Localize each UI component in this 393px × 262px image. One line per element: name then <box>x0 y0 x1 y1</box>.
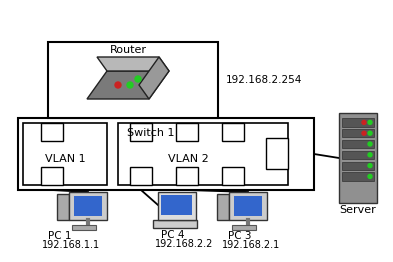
Bar <box>18 118 314 190</box>
Bar <box>342 151 374 159</box>
Circle shape <box>368 121 372 124</box>
Bar <box>176 123 198 141</box>
Bar <box>130 167 152 185</box>
Circle shape <box>368 163 372 168</box>
Bar <box>342 140 374 148</box>
Text: VLAN 2: VLAN 2 <box>168 154 208 164</box>
Text: Server: Server <box>340 205 376 215</box>
Circle shape <box>368 131 372 135</box>
Circle shape <box>135 76 141 82</box>
Bar <box>23 123 107 185</box>
Text: VLAN 1: VLAN 1 <box>45 154 85 164</box>
Bar <box>161 195 192 215</box>
Polygon shape <box>97 57 169 71</box>
Circle shape <box>362 131 366 135</box>
Bar <box>57 194 69 220</box>
Bar <box>342 129 374 137</box>
Bar <box>342 118 374 127</box>
Text: 192.168.2.254: 192.168.2.254 <box>226 75 302 85</box>
Circle shape <box>362 121 366 124</box>
Circle shape <box>368 142 372 146</box>
Bar <box>342 172 374 181</box>
Bar <box>222 167 244 185</box>
Bar <box>342 162 374 170</box>
Bar <box>74 196 102 216</box>
Bar <box>339 113 377 203</box>
Circle shape <box>127 82 133 88</box>
Bar <box>41 123 63 141</box>
Bar <box>130 123 152 141</box>
Bar <box>234 196 262 216</box>
Polygon shape <box>139 57 169 99</box>
Text: Router: Router <box>110 45 147 55</box>
Bar <box>48 42 218 118</box>
Bar <box>41 167 63 185</box>
Polygon shape <box>87 71 169 99</box>
Text: PC 4: PC 4 <box>161 230 184 240</box>
Text: PC 1: PC 1 <box>48 231 72 241</box>
Text: Switch 1: Switch 1 <box>127 128 175 138</box>
Bar <box>158 192 196 220</box>
Bar <box>118 123 288 185</box>
Text: 192.168.1.1: 192.168.1.1 <box>42 240 100 250</box>
Bar <box>72 225 96 230</box>
Text: PC 3: PC 3 <box>228 231 252 241</box>
Text: 192.168.2.2: 192.168.2.2 <box>155 239 213 249</box>
Circle shape <box>368 153 372 157</box>
Bar <box>229 192 267 220</box>
Text: 192.168.2.1: 192.168.2.1 <box>222 240 280 250</box>
Bar <box>69 192 107 220</box>
Circle shape <box>368 174 372 178</box>
Circle shape <box>115 82 121 88</box>
Bar <box>222 123 244 141</box>
Bar <box>266 138 288 169</box>
Bar <box>176 167 198 185</box>
Bar <box>232 225 256 230</box>
Bar <box>153 220 197 228</box>
Bar <box>217 194 229 220</box>
